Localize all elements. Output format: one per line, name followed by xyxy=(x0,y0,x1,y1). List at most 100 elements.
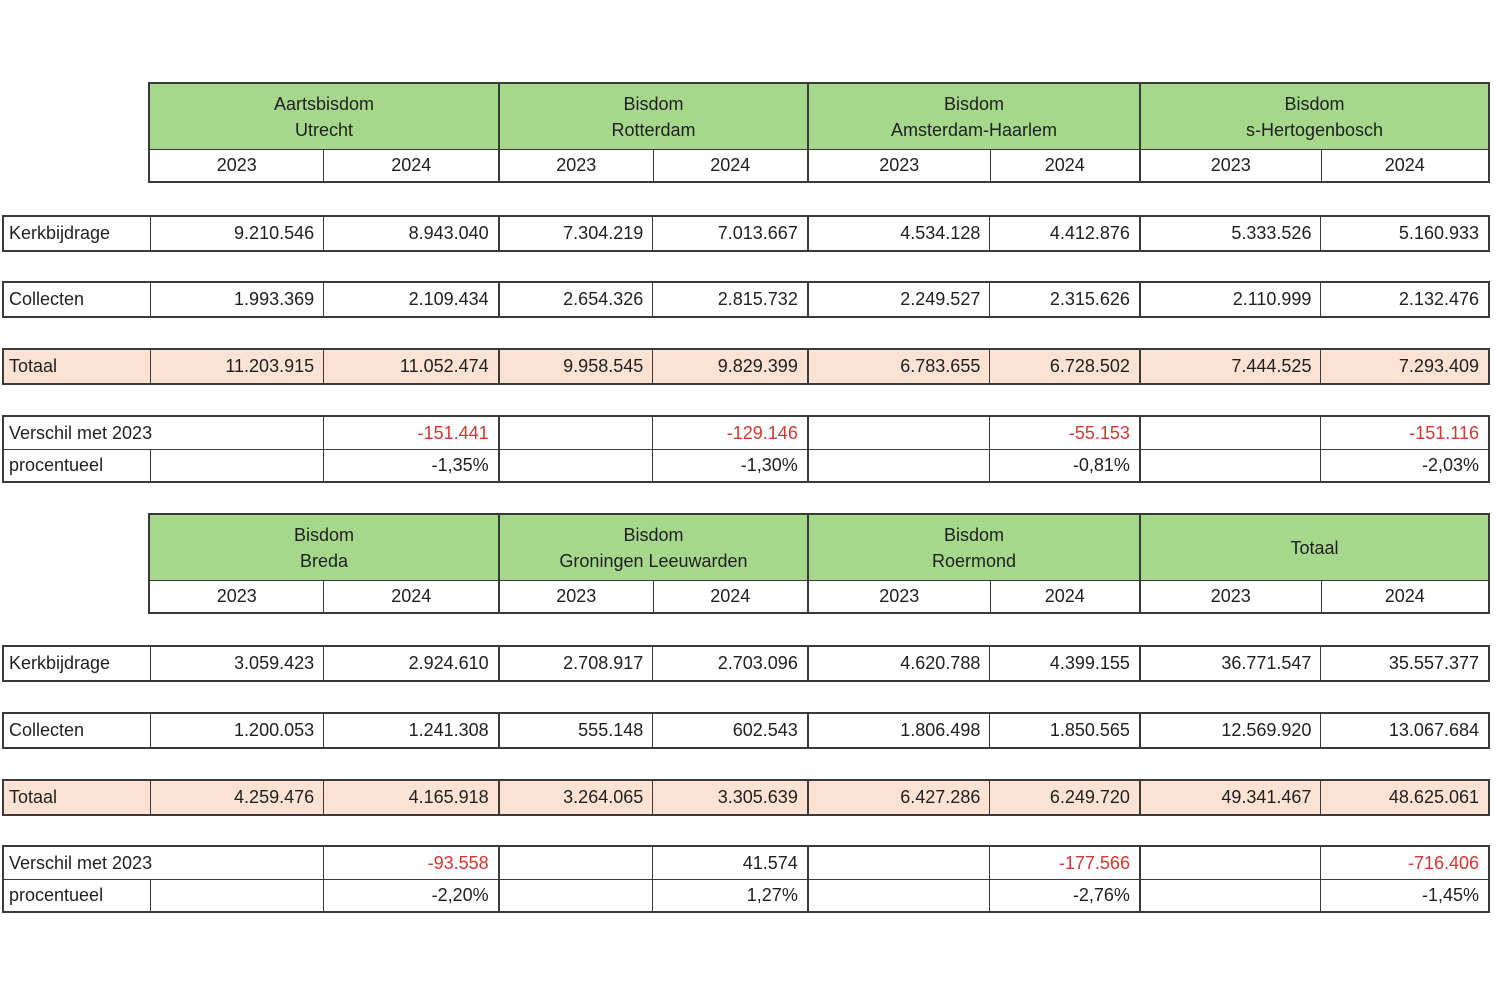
data-cell: 1.200.053 xyxy=(149,714,324,747)
year-cell: 2023 xyxy=(1139,581,1320,612)
data-cell: 3.264.065 xyxy=(497,781,653,814)
row-label-kerkbijdrage: Kerkbijdrage xyxy=(9,223,111,243)
top-row-totaal: Totaal 11.203.915 11.052.474 9.958.545 9… xyxy=(2,348,1490,385)
group-header-line2: Groningen Leeuwarden xyxy=(559,550,748,571)
empty-cell xyxy=(1138,417,1321,449)
data-cell: 602.543 xyxy=(652,714,807,747)
data-cell: -151.116 xyxy=(1320,417,1488,449)
data-cell: 11.052.474 xyxy=(323,350,498,383)
data-cell: 9.958.545 xyxy=(497,350,653,383)
year-cell: 2024 xyxy=(652,581,808,612)
empty-cell xyxy=(497,417,653,449)
year-cell: 2024 xyxy=(652,150,808,181)
year-cell: 2024 xyxy=(1320,150,1489,181)
group-header-rotterdam: Bisdom Rotterdam xyxy=(497,84,808,149)
group-header-breda: Bisdom Breda xyxy=(150,515,498,580)
data-cell: 4.165.918 xyxy=(323,781,498,814)
empty-cell xyxy=(806,417,990,449)
empty-cell xyxy=(497,450,653,481)
data-cell: -716.406 xyxy=(1320,847,1488,879)
data-cell: 4.534.128 xyxy=(806,217,990,250)
empty-cell xyxy=(497,847,653,879)
data-cell: 2.109.434 xyxy=(323,283,498,316)
bottom-header-row: Bisdom Breda Bisdom Groningen Leeuwarden… xyxy=(148,513,1490,581)
group-header-utrecht: Aartsbisdom Utrecht xyxy=(150,84,498,149)
data-cell: -55.153 xyxy=(989,417,1139,449)
data-cell: 7.013.667 xyxy=(652,217,807,250)
group-header-groningen-leeuwarden: Bisdom Groningen Leeuwarden xyxy=(497,515,808,580)
group-header-line1: Aartsbisdom xyxy=(273,93,374,114)
data-cell: 1,27% xyxy=(652,880,807,911)
data-cell: 35.557.377 xyxy=(1320,647,1488,680)
bottom-row-totaal: Totaal 4.259.476 4.165.918 3.264.065 3.3… xyxy=(2,779,1490,816)
top-year-row: 2023 2024 2023 2024 2023 2024 2023 2024 xyxy=(148,150,1490,183)
row-label-totaal: Totaal xyxy=(4,781,150,814)
data-cell: 1.241.308 xyxy=(323,714,498,747)
top-row-verschil: Verschil met 2023 -151.441 -129.146 -55.… xyxy=(2,415,1490,450)
group-header-line1: Bisdom xyxy=(1284,93,1345,114)
data-cell: -2,03% xyxy=(1320,450,1488,481)
data-cell: -177.566 xyxy=(989,847,1139,879)
group-header-line1: Totaal xyxy=(1290,537,1339,558)
row-label-procentueel: procentueel xyxy=(9,885,104,905)
empty-cell xyxy=(149,880,324,911)
data-cell: 6.427.286 xyxy=(806,781,990,814)
year-cell: 2023 xyxy=(807,581,989,612)
data-cell: 1.850.565 xyxy=(989,714,1139,747)
group-header-line2: Breda xyxy=(299,550,348,571)
bottom-row-collecten: Collecten 1.200.053 1.241.308 555.148 60… xyxy=(2,712,1490,749)
data-cell: 48.625.061 xyxy=(1320,781,1488,814)
data-cell: 12.569.920 xyxy=(1138,714,1321,747)
year-cell: 2024 xyxy=(323,150,497,181)
group-header-line1: Bisdom xyxy=(293,524,354,545)
data-cell: 6.728.502 xyxy=(989,350,1139,383)
data-cell: 13.067.684 xyxy=(1320,714,1488,747)
empty-cell xyxy=(806,450,990,481)
data-cell: 1.806.498 xyxy=(806,714,990,747)
empty-cell xyxy=(1138,450,1321,481)
row-label-procentueel: procentueel xyxy=(9,455,104,475)
data-cell: 555.148 xyxy=(497,714,653,747)
data-cell: 7.293.409 xyxy=(1320,350,1488,383)
year-cell: 2023 xyxy=(216,155,257,175)
group-header-line2: Amsterdam-Haarlem xyxy=(891,119,1058,140)
year-cell: 2024 xyxy=(989,581,1140,612)
empty-cell xyxy=(1138,880,1321,911)
empty-cell xyxy=(806,847,990,879)
top-row-kerkbijdrage: Kerkbijdrage 9.210.546 8.943.040 7.304.2… xyxy=(2,215,1490,252)
data-cell: -0,81% xyxy=(989,450,1139,481)
group-header-line2: Roermond xyxy=(932,550,1017,571)
empty-cell xyxy=(806,880,990,911)
data-cell: 2.249.527 xyxy=(806,283,990,316)
bottom-year-row: 2023 2024 2023 2024 2023 2024 2023 2024 xyxy=(148,581,1490,614)
year-cell: 2023 xyxy=(807,150,989,181)
data-cell: 11.203.915 xyxy=(149,350,324,383)
year-cell: 2024 xyxy=(1320,581,1489,612)
data-cell: 6.249.720 xyxy=(989,781,1139,814)
top-row-collecten: Collecten 1.993.369 2.109.434 2.654.326 … xyxy=(2,281,1490,318)
data-cell: -129.146 xyxy=(652,417,807,449)
group-header-line1: Bisdom xyxy=(623,524,684,545)
empty-cell xyxy=(497,880,653,911)
data-cell: 2.708.917 xyxy=(497,647,653,680)
data-cell: 5.333.526 xyxy=(1138,217,1321,250)
group-header-line1: Bisdom xyxy=(623,93,684,114)
year-cell: 2024 xyxy=(989,150,1140,181)
data-cell: -2,76% xyxy=(989,880,1139,911)
group-header-line2: Utrecht xyxy=(294,119,353,140)
data-cell: 2.110.999 xyxy=(1138,283,1321,316)
year-cell: 2023 xyxy=(1139,150,1320,181)
group-header-s-hertogenbosch: Bisdom s-Hertogenbosch xyxy=(1139,84,1488,149)
top-header-row: Aartsbisdom Utrecht Bisdom Rotterdam Bis… xyxy=(148,82,1490,150)
group-header-line2: Rotterdam xyxy=(611,119,696,140)
empty-cell xyxy=(1138,847,1321,879)
data-cell: -1,45% xyxy=(1320,880,1488,911)
row-label-collecten: Collecten xyxy=(9,720,85,740)
data-cell: 5.160.933 xyxy=(1320,217,1488,250)
data-cell: -2,20% xyxy=(323,880,498,911)
group-header-roermond: Bisdom Roermond xyxy=(807,515,1140,580)
group-header-line1: Bisdom xyxy=(944,93,1005,114)
data-cell: 2.654.326 xyxy=(497,283,653,316)
data-cell: 4.399.155 xyxy=(989,647,1139,680)
